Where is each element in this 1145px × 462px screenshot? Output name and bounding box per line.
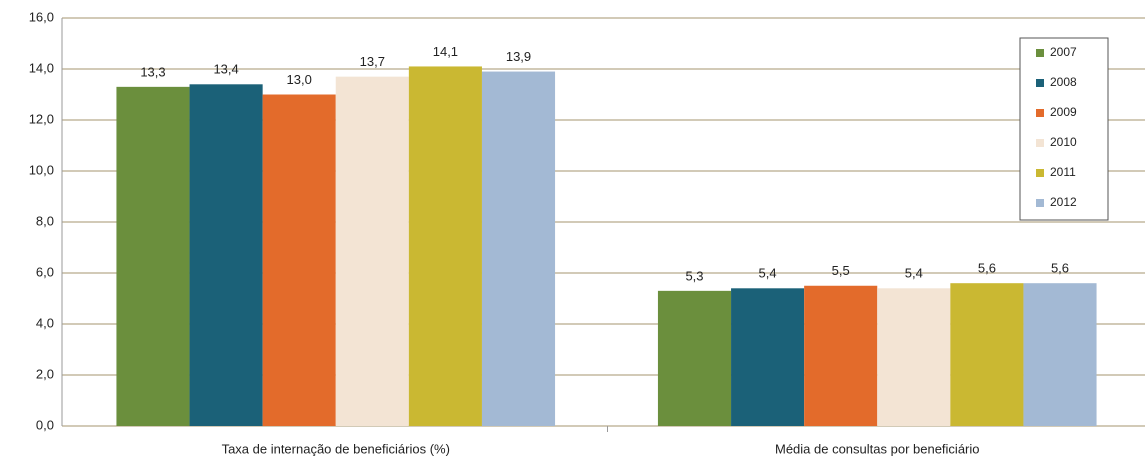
y-tick-label: 12,0	[29, 111, 54, 126]
value-label: 13,9	[506, 49, 531, 64]
legend-label: 2008	[1050, 75, 1077, 89]
bar	[116, 86, 190, 426]
x-tick-label: Taxa de internação de beneficiários (%)	[222, 441, 450, 456]
value-label: 13,7	[360, 54, 385, 69]
y-tick-label: 16,0	[29, 9, 54, 24]
bar	[804, 285, 878, 426]
value-label: 14,1	[433, 44, 458, 59]
bar	[262, 94, 336, 426]
legend-swatch	[1036, 199, 1044, 207]
bar	[731, 288, 805, 426]
bar	[950, 283, 1024, 426]
y-tick-label: 2,0	[36, 366, 54, 381]
legend-swatch	[1036, 139, 1044, 147]
value-label: 13,3	[140, 64, 165, 79]
legend-label: 2009	[1050, 105, 1077, 119]
value-label: 5,6	[1051, 261, 1069, 276]
legend-label: 2010	[1050, 135, 1077, 149]
bar	[335, 76, 409, 427]
value-label: 13,4	[213, 62, 238, 77]
bar	[1023, 283, 1097, 426]
y-tick-label: 14,0	[29, 60, 54, 75]
y-tick-label: 4,0	[36, 315, 54, 330]
legend-box	[1019, 37, 1109, 221]
legend-swatch	[1036, 49, 1044, 57]
bar	[877, 288, 951, 426]
legend-label: 2011	[1050, 165, 1076, 179]
y-tick-label: 0,0	[36, 417, 54, 432]
bar	[481, 71, 556, 427]
bar	[408, 66, 482, 426]
value-label: 5,4	[905, 266, 923, 281]
legend-label: 2007	[1050, 45, 1077, 59]
value-label: 5,5	[832, 263, 850, 278]
legend-label: 2012	[1050, 195, 1077, 209]
legend-swatch	[1036, 79, 1044, 87]
bar	[657, 290, 732, 426]
value-label: 5,3	[685, 268, 703, 283]
value-label: 5,4	[759, 266, 777, 281]
x-tick-label: Média de consultas por beneficiário	[775, 441, 980, 456]
value-label: 5,6	[978, 261, 996, 276]
value-label: 13,0	[287, 72, 312, 87]
legend-swatch	[1036, 169, 1044, 177]
y-tick-label: 10,0	[29, 162, 54, 177]
y-tick-label: 8,0	[36, 213, 54, 228]
y-tick-label: 6,0	[36, 264, 54, 279]
legend-swatch	[1036, 109, 1044, 117]
bar	[189, 84, 263, 427]
